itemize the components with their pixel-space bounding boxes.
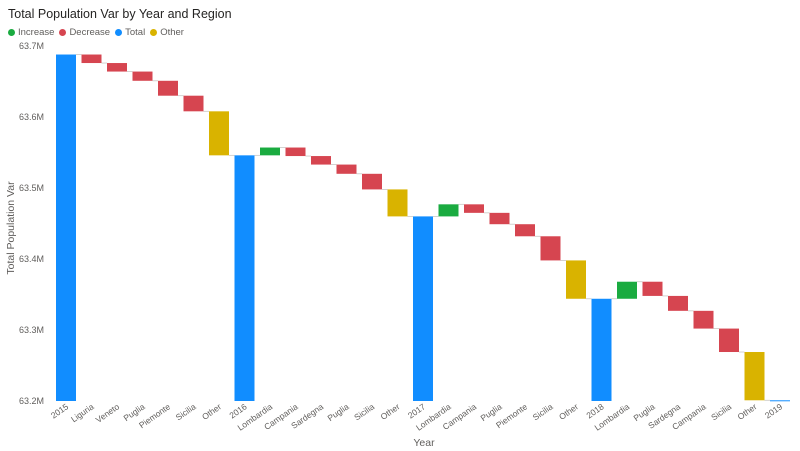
x-tick-label: Puglia bbox=[326, 401, 351, 423]
x-tick-label: Sicilia bbox=[352, 401, 376, 422]
x-tick-label: 2015 bbox=[49, 401, 70, 420]
x-axis-title: Year bbox=[413, 437, 435, 449]
x-tick-label: Other bbox=[557, 401, 580, 421]
legend-dot-other bbox=[150, 29, 158, 36]
legend-dot-total bbox=[115, 29, 123, 36]
bar-decrease[interactable] bbox=[464, 204, 484, 213]
bar-decrease[interactable] bbox=[285, 147, 306, 157]
bar-decrease[interactable] bbox=[183, 95, 204, 112]
bar-decrease[interactable] bbox=[107, 63, 127, 72]
bar-increase[interactable] bbox=[617, 281, 637, 299]
bar-decrease[interactable] bbox=[515, 224, 535, 237]
bar-increase[interactable] bbox=[260, 147, 280, 156]
bar-decrease[interactable] bbox=[81, 54, 102, 64]
y-tick-label: 63.6M bbox=[19, 112, 44, 122]
y-tick-label: 63.5M bbox=[19, 183, 44, 193]
bar-decrease[interactable] bbox=[719, 328, 739, 353]
connector-lines bbox=[76, 54, 770, 401]
bar-other[interactable] bbox=[566, 260, 586, 299]
bar-decrease[interactable] bbox=[311, 156, 331, 165]
legend-item-increase[interactable]: Increase bbox=[8, 27, 54, 38]
legend-item-decrease[interactable]: Decrease bbox=[59, 27, 110, 38]
y-axis-title: Total Population Var bbox=[5, 181, 17, 275]
bar-decrease[interactable] bbox=[693, 310, 714, 329]
bar-total[interactable] bbox=[770, 400, 790, 402]
bar-increase[interactable] bbox=[438, 204, 459, 217]
bar-decrease[interactable] bbox=[158, 80, 178, 96]
bar-total[interactable] bbox=[234, 155, 255, 401]
x-tick-label: Sicilia bbox=[531, 401, 555, 422]
bar-decrease[interactable] bbox=[540, 236, 561, 261]
legend-label-total: Total bbox=[125, 27, 146, 38]
x-tick-label: 2019 bbox=[763, 401, 784, 420]
bar-total[interactable] bbox=[591, 298, 612, 401]
legend-item-other[interactable]: Other bbox=[150, 27, 184, 38]
legend-item-total[interactable]: Total bbox=[115, 27, 145, 38]
legend-label-decrease: Decrease bbox=[69, 27, 111, 38]
x-tick-label: Other bbox=[735, 401, 758, 421]
y-tick-label: 63.4M bbox=[19, 254, 44, 264]
x-tick-label: Sicilia bbox=[709, 401, 733, 422]
legend-dot-increase bbox=[8, 29, 15, 36]
chart-title: Total Population Var by Year and Region bbox=[8, 7, 232, 21]
bar-decrease[interactable] bbox=[132, 71, 153, 81]
bar-decrease[interactable] bbox=[336, 164, 357, 174]
bars bbox=[56, 54, 790, 402]
bar-decrease[interactable] bbox=[362, 173, 382, 190]
bar-decrease[interactable] bbox=[642, 281, 663, 296]
legend-label-other: Other bbox=[160, 27, 184, 38]
bar-total[interactable] bbox=[56, 54, 76, 402]
x-tick-label: Other bbox=[200, 401, 223, 421]
legend: Increase Decrease Total Other bbox=[8, 27, 189, 38]
bar-decrease[interactable] bbox=[489, 212, 510, 225]
x-tick-label: Other bbox=[378, 401, 401, 421]
bar-other[interactable] bbox=[209, 111, 229, 156]
bar-other[interactable] bbox=[744, 352, 765, 401]
bar-total[interactable] bbox=[413, 216, 433, 401]
y-axis: 63.2M 63.3M 63.4M 63.5M 63.6M 63.7M bbox=[19, 41, 44, 406]
y-tick-label: 63.2M bbox=[19, 396, 44, 406]
x-tick-label: Veneto bbox=[94, 401, 122, 425]
x-tick-label: Sicilia bbox=[174, 401, 198, 422]
x-tick-label: Liguria bbox=[69, 401, 96, 424]
bar-decrease[interactable] bbox=[668, 295, 688, 311]
legend-dot-decrease bbox=[59, 29, 67, 36]
y-tick-label: 63.7M bbox=[19, 41, 44, 51]
legend-label-increase: Increase bbox=[18, 27, 55, 38]
bar-other[interactable] bbox=[387, 189, 408, 217]
y-tick-label: 63.3M bbox=[19, 325, 44, 335]
